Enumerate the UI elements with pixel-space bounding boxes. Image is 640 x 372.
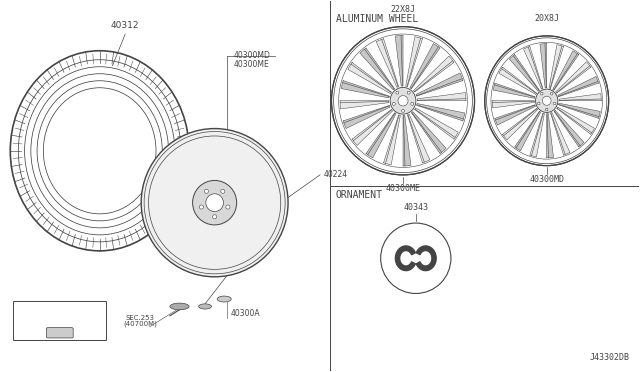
Polygon shape bbox=[408, 114, 430, 163]
Ellipse shape bbox=[392, 102, 396, 105]
Polygon shape bbox=[410, 44, 440, 89]
Polygon shape bbox=[416, 73, 463, 96]
Ellipse shape bbox=[542, 96, 551, 105]
Polygon shape bbox=[413, 56, 454, 92]
Text: ORNAMENT: ORNAMENT bbox=[336, 190, 383, 200]
Ellipse shape bbox=[198, 304, 211, 309]
Text: 40300ME: 40300ME bbox=[234, 60, 269, 69]
Ellipse shape bbox=[226, 205, 230, 209]
Polygon shape bbox=[396, 246, 415, 270]
Polygon shape bbox=[553, 51, 579, 90]
Ellipse shape bbox=[381, 223, 451, 294]
Ellipse shape bbox=[396, 91, 399, 94]
Ellipse shape bbox=[193, 180, 237, 225]
Polygon shape bbox=[395, 36, 403, 86]
Text: 40300MD: 40300MD bbox=[529, 175, 564, 184]
Text: 40300MD: 40300MD bbox=[234, 51, 271, 60]
Ellipse shape bbox=[170, 303, 189, 310]
Text: (40700M): (40700M) bbox=[123, 320, 157, 327]
FancyBboxPatch shape bbox=[46, 328, 73, 338]
Polygon shape bbox=[415, 108, 458, 139]
Polygon shape bbox=[557, 107, 595, 134]
Text: 20X8J: 20X8J bbox=[534, 14, 559, 23]
Polygon shape bbox=[343, 105, 390, 129]
Text: ADHESIVE TYPE: ADHESIVE TYPE bbox=[34, 304, 86, 310]
Ellipse shape bbox=[217, 296, 231, 302]
Polygon shape bbox=[412, 112, 446, 154]
Polygon shape bbox=[492, 101, 534, 108]
Polygon shape bbox=[502, 108, 538, 140]
Polygon shape bbox=[493, 83, 535, 98]
Polygon shape bbox=[416, 246, 436, 270]
Polygon shape bbox=[515, 111, 541, 151]
Ellipse shape bbox=[538, 102, 540, 105]
Polygon shape bbox=[406, 37, 422, 87]
Ellipse shape bbox=[44, 88, 156, 214]
Text: 40300A: 40300A bbox=[230, 308, 260, 318]
Ellipse shape bbox=[398, 96, 408, 106]
Ellipse shape bbox=[545, 108, 548, 111]
Polygon shape bbox=[417, 103, 465, 121]
Ellipse shape bbox=[141, 129, 288, 277]
Text: 22X8J: 22X8J bbox=[390, 5, 415, 14]
Polygon shape bbox=[352, 109, 392, 145]
Ellipse shape bbox=[204, 189, 209, 193]
Ellipse shape bbox=[536, 89, 558, 112]
Ellipse shape bbox=[390, 87, 416, 114]
Polygon shape bbox=[376, 39, 399, 87]
Text: 40312: 40312 bbox=[111, 21, 140, 31]
Ellipse shape bbox=[401, 109, 404, 112]
Polygon shape bbox=[383, 115, 401, 165]
Polygon shape bbox=[540, 44, 547, 88]
Text: 40300AA: 40300AA bbox=[44, 315, 76, 321]
Ellipse shape bbox=[554, 102, 556, 105]
Text: 40300ME: 40300ME bbox=[385, 184, 420, 193]
Polygon shape bbox=[530, 113, 545, 157]
Polygon shape bbox=[499, 67, 537, 94]
Polygon shape bbox=[554, 110, 584, 147]
Ellipse shape bbox=[332, 27, 474, 175]
Ellipse shape bbox=[550, 92, 553, 95]
Polygon shape bbox=[495, 105, 536, 125]
Text: J43302DB: J43302DB bbox=[589, 353, 630, 362]
Polygon shape bbox=[341, 81, 389, 98]
Polygon shape bbox=[547, 113, 554, 158]
Text: SEC.253: SEC.253 bbox=[125, 315, 154, 321]
Ellipse shape bbox=[411, 102, 413, 105]
Polygon shape bbox=[366, 113, 396, 158]
Polygon shape bbox=[549, 45, 564, 89]
Ellipse shape bbox=[212, 215, 217, 219]
Ellipse shape bbox=[484, 36, 609, 166]
Polygon shape bbox=[360, 48, 395, 90]
Polygon shape bbox=[550, 112, 570, 155]
Text: ALUMINUM WHEEL: ALUMINUM WHEEL bbox=[336, 14, 418, 24]
Ellipse shape bbox=[541, 92, 543, 95]
Polygon shape bbox=[558, 77, 598, 97]
Polygon shape bbox=[348, 62, 392, 94]
Text: 40224: 40224 bbox=[323, 170, 348, 179]
Polygon shape bbox=[340, 101, 389, 109]
FancyBboxPatch shape bbox=[13, 301, 106, 340]
Text: 40343: 40343 bbox=[403, 203, 428, 212]
Ellipse shape bbox=[206, 194, 223, 212]
Polygon shape bbox=[556, 62, 591, 93]
Polygon shape bbox=[509, 55, 540, 91]
Ellipse shape bbox=[407, 91, 410, 94]
Polygon shape bbox=[403, 115, 411, 166]
Ellipse shape bbox=[199, 205, 204, 209]
Polygon shape bbox=[524, 46, 543, 89]
Polygon shape bbox=[559, 94, 601, 101]
Ellipse shape bbox=[221, 189, 225, 193]
Polygon shape bbox=[559, 103, 600, 118]
Polygon shape bbox=[417, 93, 466, 101]
